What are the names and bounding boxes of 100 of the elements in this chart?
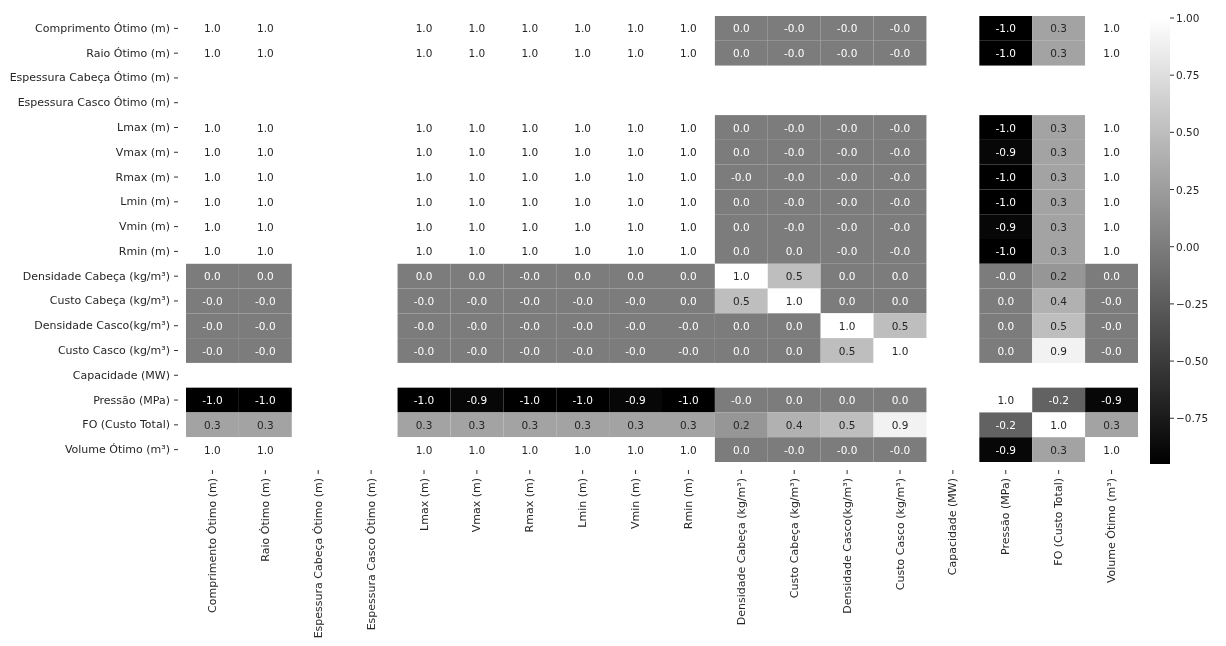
data-label: 0.3 — [1050, 121, 1068, 134]
data-label: 1.0 — [627, 47, 644, 60]
y-tick-label: Capacidade (MW) — [72, 368, 170, 382]
y-tick-label: Espessura Casco Ótimo (m) — [17, 96, 170, 110]
x-tick-label: Rmax (m) — [523, 478, 537, 533]
data-label: -0.0 — [783, 22, 805, 35]
data-label: -0.0 — [783, 220, 805, 233]
data-label: 0.0 — [997, 344, 1015, 357]
data-label: 1.0 — [574, 171, 592, 184]
y-tick-label: Custo Cabeça (kg/m³) — [49, 294, 170, 308]
data-label: 1.0 — [204, 220, 221, 233]
data-label: -0.0 — [836, 195, 858, 208]
data-label: 0.3 — [1050, 220, 1068, 233]
data-label: 0.9 — [891, 418, 909, 431]
data-label: 1.0 — [574, 245, 592, 258]
data-label: 1.0 — [204, 245, 221, 258]
data-label: 1.0 — [468, 171, 486, 184]
data-label: -0.0 — [625, 319, 646, 332]
data-label: 1.0 — [468, 146, 486, 159]
data-label: 1.0 — [574, 22, 592, 35]
data-label: 1.0 — [256, 443, 274, 456]
data-label: -1.0 — [255, 394, 276, 407]
data-label: 1.0 — [468, 121, 486, 134]
x-tick-label: Lmin (m) — [576, 478, 590, 528]
x-tick-label: Espessura Casco Ótimo (m) — [364, 478, 378, 631]
data-label: 1.0 — [1103, 220, 1120, 233]
data-label: 0.0 — [574, 270, 592, 283]
data-label: 1.0 — [256, 22, 274, 35]
x-tick-label: Densidade Cabeça (kg/m³) — [734, 478, 748, 626]
data-label: 1.0 — [256, 195, 274, 208]
data-label: 1.0 — [574, 121, 592, 134]
data-label: -0.0 — [466, 319, 488, 332]
data-label: 1.0 — [627, 220, 644, 233]
data-label: 1.0 — [1103, 245, 1120, 258]
data-label: 0.0 — [732, 319, 750, 332]
data-label: -0.0 — [889, 22, 911, 35]
data-label: 0.0 — [680, 294, 697, 307]
y-tick-label: Rmax (m) — [115, 170, 170, 184]
data-label: 1.0 — [415, 195, 433, 208]
data-label: 1.0 — [680, 171, 697, 184]
data-label: 1.0 — [627, 245, 644, 258]
data-label: -0.0 — [783, 47, 805, 60]
data-label: 1.0 — [891, 344, 909, 357]
data-label: 0.0 — [732, 195, 750, 208]
data-label: -1.0 — [572, 394, 593, 407]
data-label: 0.3 — [1050, 171, 1068, 184]
data-label: 0.3 — [1103, 418, 1120, 431]
data-label: 0.5 — [838, 418, 856, 431]
data-label: -0.0 — [202, 344, 223, 357]
data-label: -0.0 — [836, 121, 858, 134]
data-label: 1.0 — [415, 121, 433, 134]
data-label: 0.3 — [468, 418, 486, 431]
x-tick-label: Rmin (m) — [681, 478, 695, 530]
data-label: 0.0 — [891, 394, 909, 407]
x-tick-label: Lmax (m) — [417, 478, 431, 531]
y-tick-label: Densidade Casco(kg/m³) — [34, 319, 170, 333]
data-label: 1.0 — [415, 171, 433, 184]
color-bar-label: 0.50 — [1176, 126, 1200, 139]
data-label: -0.0 — [678, 344, 699, 357]
y-tick-label: Volume Ótimo (m³) — [64, 443, 170, 457]
data-label: 0.0 — [785, 394, 803, 407]
color-bar-label: 0.00 — [1176, 240, 1200, 253]
data-label: -0.0 — [731, 394, 752, 407]
data-label: -0.0 — [889, 443, 911, 456]
x-tick-label: Volume Ótimo (m³) — [1105, 478, 1119, 584]
data-label: 0.0 — [732, 344, 750, 357]
data-label: 1.0 — [415, 220, 433, 233]
data-label: 1.0 — [680, 146, 697, 159]
y-tick-label: Vmax (m) — [115, 145, 170, 159]
data-label: 1.0 — [468, 47, 486, 60]
data-label: -0.0 — [255, 294, 276, 307]
data-label: 1.0 — [256, 121, 274, 134]
data-label: 1.0 — [574, 47, 592, 60]
data-label: -0.0 — [519, 294, 541, 307]
data-label: -0.0 — [995, 270, 1017, 283]
data-label: 1.0 — [256, 146, 274, 159]
data-label: 1.0 — [204, 146, 221, 159]
data-label: 0.3 — [1050, 443, 1068, 456]
y-tick-label: Raio Ótimo (m) — [86, 46, 170, 60]
data-label: -0.2 — [1048, 394, 1069, 407]
color-bar-label: −0.25 — [1176, 297, 1209, 310]
data-label: 0.5 — [838, 344, 856, 357]
data-label: -0.0 — [836, 220, 858, 233]
data-label: -0.2 — [995, 418, 1017, 431]
data-label: 1.0 — [521, 443, 539, 456]
color-bar-label: −0.75 — [1176, 412, 1209, 425]
data-label: 0.0 — [732, 47, 750, 60]
data-label: -0.0 — [889, 171, 911, 184]
data-label: -0.0 — [783, 443, 805, 456]
data-label: -0.0 — [836, 47, 858, 60]
color-bar-label: −0.50 — [1176, 355, 1209, 368]
data-label: -0.0 — [1101, 319, 1122, 332]
data-label: 1.0 — [256, 245, 274, 258]
data-label: 0.0 — [204, 270, 221, 283]
data-label: 1.0 — [680, 220, 697, 233]
data-label: 1.0 — [468, 245, 486, 258]
data-label: 0.0 — [838, 294, 856, 307]
data-label: 1.0 — [1050, 418, 1068, 431]
data-label: -0.0 — [572, 344, 593, 357]
data-label: -0.0 — [413, 294, 435, 307]
